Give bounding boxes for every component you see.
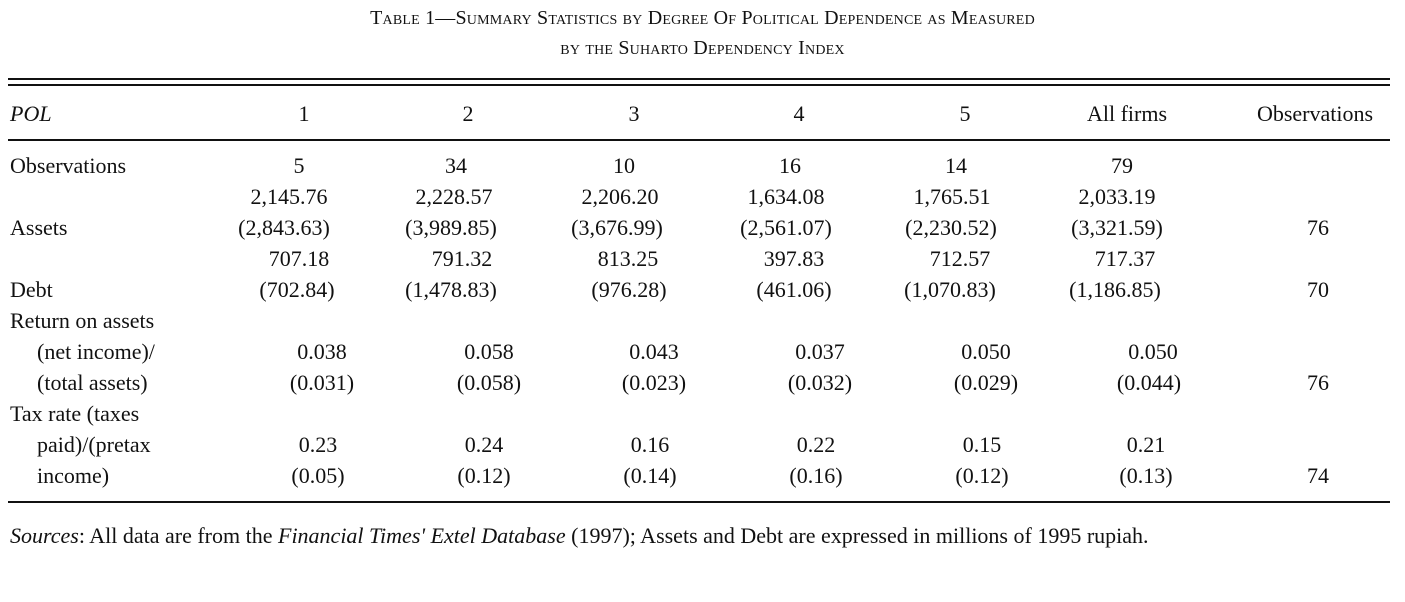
header-col-4: 4 [793, 101, 805, 126]
notes-sources-label: Sources [10, 523, 79, 548]
header-col-2: 2 [462, 101, 474, 126]
table-cell: 791.32 [431, 246, 493, 271]
table-cell: (0.12) [955, 463, 1009, 488]
table-cell: 0.050 [1128, 339, 1178, 364]
table-notes: Sources: All data are from the Financial… [10, 520, 1390, 552]
table-cell: 16 [779, 153, 801, 178]
table-cell-observations: 70 [1307, 277, 1329, 302]
table-cell: (0.13) [1119, 463, 1173, 488]
bottom-rule [8, 501, 1390, 503]
table-cell: 79 [1111, 153, 1133, 178]
header-col-1: 1 [298, 101, 310, 126]
top-rule [8, 78, 1390, 80]
table-cell: (0.031) [289, 370, 355, 395]
table-cell: 2,228.57 [415, 184, 493, 209]
table-cell: (1,186.85) [1069, 277, 1161, 302]
row-label-tax-2: paid)/(pretax [37, 432, 151, 457]
table-cell: (0.14) [623, 463, 677, 488]
table-cell: 0.038 [297, 339, 347, 364]
table-cell: (461.06) [756, 277, 832, 302]
table-cell: 0.037 [795, 339, 845, 364]
table-cell: (2,230.52) [905, 215, 997, 240]
table-cell: 34 [445, 153, 467, 178]
table-cell: (702.84) [259, 277, 335, 302]
header-col-3: 3 [628, 101, 640, 126]
table-cell: (1,070.83) [904, 277, 996, 302]
table-cell: 0.22 [796, 432, 836, 457]
table-cell: 0.16 [630, 432, 670, 457]
table-cell: 0.15 [962, 432, 1002, 457]
table-cell: 10 [613, 153, 635, 178]
row-label-assets: Assets [10, 215, 68, 240]
table-cell: 2,033.19 [1078, 184, 1156, 209]
row-label-debt: Debt [10, 277, 53, 302]
table-cell: 0.21 [1126, 432, 1166, 457]
row-label-roa-3: (total assets) [37, 370, 148, 395]
table-cell-observations: 76 [1307, 370, 1329, 395]
table-cell: 5 [293, 153, 305, 178]
row-label-tax-1: Tax rate (taxes [10, 401, 140, 426]
row-label-roa-2: (net income)/ [37, 339, 155, 364]
row-label-tax-3: income) [37, 463, 110, 488]
notes-text-2: (1997); Assets and Debt are expressed in… [565, 523, 1149, 548]
table-cell: 2,206.20 [581, 184, 659, 209]
table-cell: (0.023) [621, 370, 687, 395]
top-rule-double [8, 84, 1390, 86]
table-cell: 717.37 [1094, 246, 1156, 271]
table-cell: (0.044) [1116, 370, 1182, 395]
table-cell: 397.83 [763, 246, 825, 271]
table-cell: (1,478.83) [405, 277, 497, 302]
table-cell-observations: 76 [1307, 215, 1329, 240]
table-cell: (0.032) [787, 370, 853, 395]
notes-source-name: Financial Times' Extel Database [278, 523, 566, 548]
notes-text-1: : All data are from the [78, 523, 278, 548]
table-cell: 1,634.08 [747, 184, 825, 209]
row-label-observations: Observations [10, 153, 127, 178]
header-col-5: 5 [959, 101, 971, 126]
header-pol: POL [10, 101, 52, 126]
table-cell: 707.18 [268, 246, 330, 271]
table-cell: 0.058 [464, 339, 514, 364]
table-cell: (2,561.07) [740, 215, 832, 240]
table-cell: 1,765.51 [913, 184, 991, 209]
table-cell: (3,989.85) [405, 215, 497, 240]
table-cell: (976.28) [591, 277, 667, 302]
table-cell: 0.24 [464, 432, 504, 457]
table-cell: 0.050 [961, 339, 1011, 364]
table-cell: 712.57 [929, 246, 991, 271]
table-title-line-2: by the Suharto Dependency Index [560, 37, 845, 59]
table-cell: (3,676.99) [571, 215, 663, 240]
table-cell: 2,145.76 [250, 184, 328, 209]
table-title-line-1: Table 1—Summary Statistics by Degree Of … [370, 7, 1035, 29]
table-cell-observations: 74 [1307, 463, 1329, 488]
table-cell: 0.23 [298, 432, 338, 457]
table-cell: 0.043 [629, 339, 679, 364]
table-cell: 813.25 [597, 246, 659, 271]
table-cell: (0.12) [457, 463, 511, 488]
header-col-all-firms: All firms [1086, 101, 1168, 126]
table-cell: (0.05) [291, 463, 345, 488]
header-observations: Observations [1256, 101, 1374, 126]
header-rule [8, 139, 1390, 141]
table-cell: (3,321.59) [1071, 215, 1163, 240]
table-cell: (2,843.63) [238, 215, 330, 240]
row-label-roa-1: Return on assets [10, 308, 155, 333]
table-cell: (0.058) [456, 370, 522, 395]
table-cell: (0.029) [953, 370, 1019, 395]
table-cell: 14 [945, 153, 967, 178]
table-cell: (0.16) [789, 463, 843, 488]
